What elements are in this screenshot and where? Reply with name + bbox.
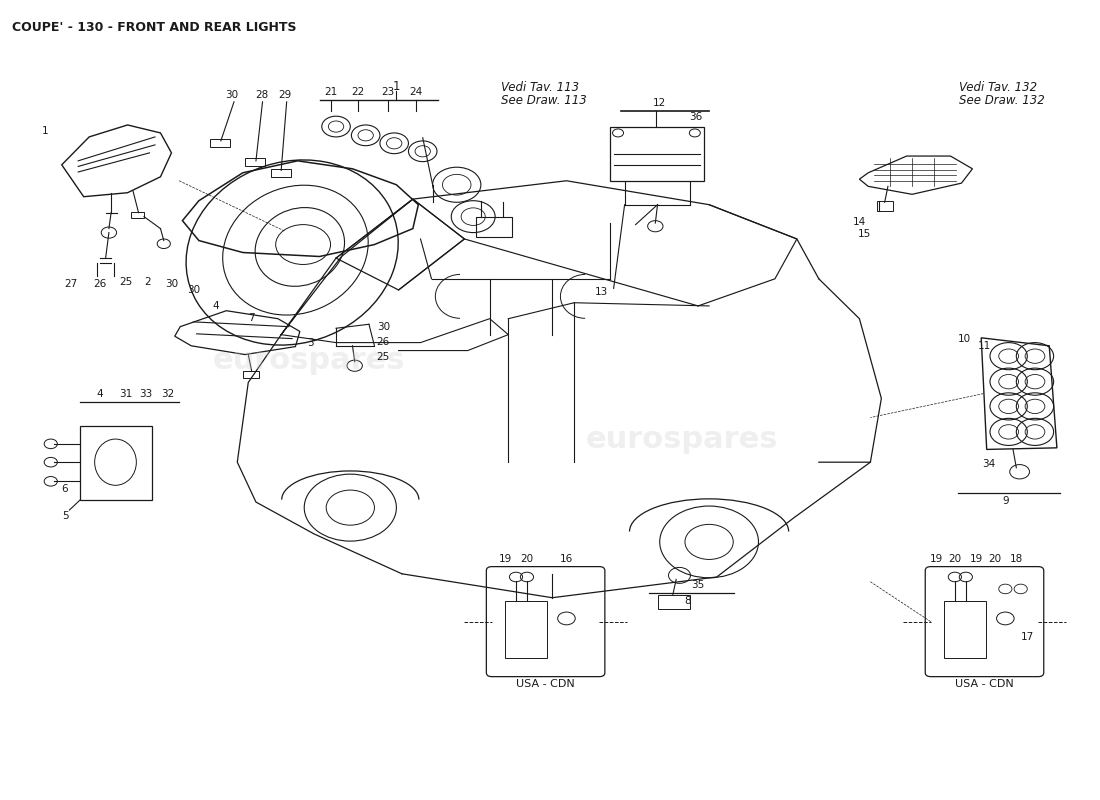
Text: 3: 3 — [308, 338, 315, 347]
Text: 8: 8 — [684, 596, 691, 606]
Text: 29: 29 — [278, 90, 292, 101]
Bar — [272, 169, 292, 177]
Text: 30: 30 — [376, 322, 389, 332]
Text: 14: 14 — [852, 218, 866, 227]
Text: 1: 1 — [42, 126, 48, 135]
Bar — [877, 202, 893, 211]
Text: 18: 18 — [1010, 554, 1023, 565]
Text: 19: 19 — [970, 554, 983, 565]
Text: 36: 36 — [690, 112, 703, 122]
Text: USA - CDN: USA - CDN — [516, 679, 575, 689]
Text: 13: 13 — [595, 287, 608, 298]
Text: 6: 6 — [62, 484, 68, 494]
Text: 30: 30 — [165, 279, 178, 290]
Text: 7: 7 — [249, 313, 255, 323]
Text: 26: 26 — [94, 279, 107, 290]
Text: 1: 1 — [393, 80, 400, 93]
Text: 32: 32 — [162, 389, 175, 398]
Text: 25: 25 — [376, 352, 389, 362]
Bar — [131, 212, 144, 218]
Text: 9: 9 — [1002, 496, 1009, 506]
Text: 4: 4 — [212, 301, 219, 311]
Text: 19: 19 — [930, 554, 943, 565]
Bar — [245, 158, 265, 166]
Text: 26: 26 — [376, 337, 389, 347]
Bar — [505, 601, 547, 658]
Text: 34: 34 — [982, 458, 996, 469]
Text: eurospares: eurospares — [585, 426, 778, 454]
Text: 22: 22 — [351, 87, 364, 98]
Text: 10: 10 — [958, 334, 971, 345]
Text: 28: 28 — [255, 90, 268, 101]
Text: 20: 20 — [988, 554, 1001, 565]
Bar — [658, 594, 691, 609]
Text: 20: 20 — [520, 554, 534, 565]
Text: 23: 23 — [381, 87, 394, 98]
Bar — [944, 601, 986, 658]
Text: 12: 12 — [653, 98, 667, 109]
Bar — [80, 426, 152, 500]
Bar — [610, 126, 704, 181]
Text: 21: 21 — [323, 87, 338, 98]
Text: eurospares: eurospares — [212, 346, 405, 374]
Text: COUPE' - 130 - FRONT AND REAR LIGHTS: COUPE' - 130 - FRONT AND REAR LIGHTS — [12, 22, 297, 34]
Text: 4: 4 — [97, 389, 103, 398]
Text: Vedi Tav. 113: Vedi Tav. 113 — [500, 81, 579, 94]
Text: See Draw. 132: See Draw. 132 — [959, 94, 1045, 106]
Text: 30: 30 — [226, 90, 239, 101]
Text: 24: 24 — [409, 87, 422, 98]
Text: 27: 27 — [64, 279, 77, 290]
Text: 11: 11 — [978, 341, 991, 350]
Text: 5: 5 — [62, 510, 68, 521]
Text: 33: 33 — [140, 389, 153, 398]
Text: 16: 16 — [560, 554, 573, 565]
Text: See Draw. 113: See Draw. 113 — [500, 94, 586, 106]
Bar — [476, 217, 512, 237]
Bar — [243, 370, 260, 378]
Text: 30: 30 — [187, 285, 200, 295]
Text: 15: 15 — [858, 229, 871, 239]
Text: 17: 17 — [1021, 632, 1034, 642]
Bar — [210, 139, 230, 147]
Text: 20: 20 — [948, 554, 961, 565]
Text: 35: 35 — [692, 580, 705, 590]
Text: 2: 2 — [144, 277, 151, 287]
Text: 31: 31 — [119, 389, 132, 398]
Text: 19: 19 — [498, 554, 512, 565]
Text: Vedi Tav. 132: Vedi Tav. 132 — [959, 81, 1037, 94]
Text: USA - CDN: USA - CDN — [955, 679, 1014, 689]
Text: 25: 25 — [119, 277, 132, 287]
